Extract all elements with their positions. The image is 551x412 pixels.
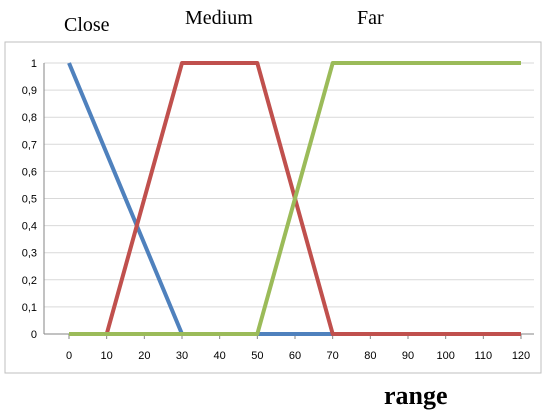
x-tick-label: 60	[289, 350, 301, 362]
annotation-medium: Medium	[185, 7, 253, 29]
y-tick-label: 0,4	[22, 221, 37, 233]
y-tick-label: 1	[31, 58, 37, 70]
series-lines	[67, 61, 521, 336]
y-tick-label: 0,8	[22, 112, 37, 124]
x-tick-label: 110	[475, 350, 493, 362]
y-tick-label: 0,3	[22, 248, 37, 260]
x-tick-label: 100	[436, 350, 454, 362]
x-tick-label: 90	[402, 350, 414, 362]
y-tick-label: 0,6	[22, 166, 37, 178]
x-tick-labels: 0 10 20 30 40 50 60 70 80 90 100 110 120	[66, 350, 530, 362]
x-tick-label: 70	[327, 350, 339, 362]
y-tick-label: 0,2	[22, 275, 37, 287]
series-line-far	[69, 61, 521, 336]
y-tick-label: 0,1	[22, 302, 37, 314]
annotation-far: Far	[357, 7, 384, 29]
x-tick-label: 30	[176, 350, 188, 362]
x-tick-label: 120	[512, 350, 530, 362]
y-tick-label: 0	[31, 329, 37, 341]
x-tick-label: 50	[251, 350, 263, 362]
y-tick-label: 0,7	[22, 139, 37, 151]
x-tick-label: 80	[364, 350, 376, 362]
annotation-close: Close	[64, 14, 110, 36]
x-axis-title: range	[384, 381, 448, 410]
x-tick-label: 10	[101, 350, 113, 362]
x-tick-label: 20	[138, 350, 150, 362]
x-tick-label: 0	[66, 350, 72, 362]
chart-area	[4, 41, 542, 374]
x-tick-label: 40	[214, 350, 226, 362]
y-tick-label: 0,9	[22, 85, 37, 97]
y-tick-label: 0,5	[22, 194, 37, 206]
y-tick-labels: 0 0,1 0,2 0,3 0,4 0,5 0,6 0,7 0,8 0,9 1	[22, 58, 37, 341]
